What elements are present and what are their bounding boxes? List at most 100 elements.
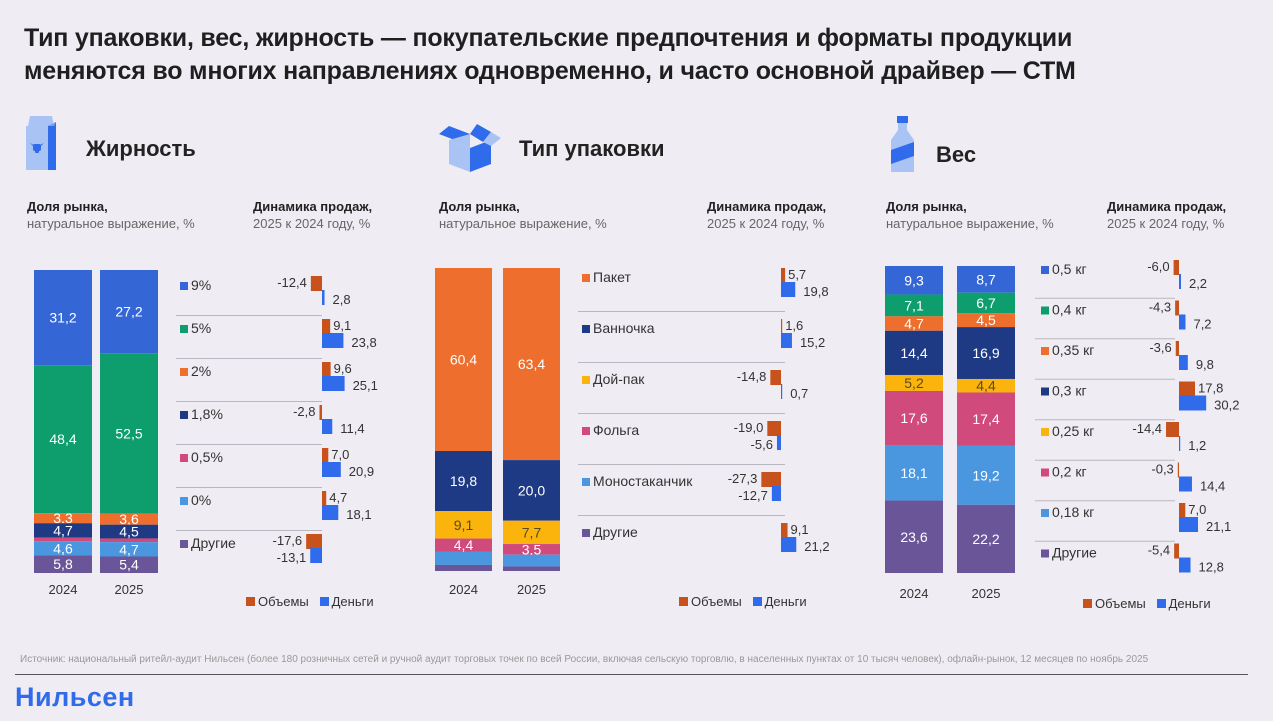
bar-value-label: 18,1 <box>900 465 927 481</box>
bar-segment <box>100 270 158 354</box>
category-label: Моностаканчик <box>593 473 693 489</box>
bar-segment <box>885 500 943 573</box>
category-swatch <box>582 274 590 282</box>
volume-value-label: -3,6 <box>1149 340 1171 355</box>
bar-value-label: 7,1 <box>904 297 924 313</box>
bar-segment <box>100 542 158 557</box>
panel-title: Вес <box>936 142 977 167</box>
legend-volume: Объемы <box>1083 596 1146 611</box>
legend-money: Деньги <box>1156 596 1211 611</box>
category-label: 0,3 кг <box>1052 383 1087 399</box>
category-swatch <box>1041 387 1049 396</box>
volume-bar <box>1174 543 1179 559</box>
footer-divider <box>15 674 1248 675</box>
category-swatch <box>180 368 188 376</box>
volume-bar <box>1179 381 1196 397</box>
bar-segment <box>503 554 560 567</box>
money-value-label: 15,2 <box>800 335 825 350</box>
year-label: 2025 <box>972 586 1001 601</box>
volume-bar <box>322 319 331 334</box>
category-swatch <box>582 427 590 435</box>
money-bar <box>322 419 333 434</box>
bar-segment <box>503 544 560 555</box>
year-label: 2024 <box>449 582 478 597</box>
category-label: 2% <box>191 363 211 379</box>
volume-value-label: -14,8 <box>737 369 767 384</box>
share-subtitle: Доля рынка, натуральное выражение, % <box>27 198 195 232</box>
milk-carton-icon <box>26 116 58 177</box>
volume-value-label: 7,0 <box>1188 502 1206 517</box>
volume-value-label: -6,0 <box>1147 259 1169 274</box>
bar-segment <box>957 504 1015 573</box>
bar-value-label: 20,0 <box>518 482 545 498</box>
volume-value-label: 17,8 <box>1198 381 1223 396</box>
category-label: Другие <box>1052 545 1097 561</box>
volume-bar <box>761 472 781 487</box>
bar-value-label: 27,2 <box>115 304 142 320</box>
legend: Объемы Деньги <box>1083 596 1211 611</box>
money-value-label: 2,2 <box>1189 276 1207 291</box>
share-subtitle-bold: Доля рынка, <box>439 199 520 214</box>
money-value-label: 18,1 <box>346 507 371 522</box>
bar-segment <box>100 556 158 573</box>
volume-bar <box>319 405 322 420</box>
money-bar <box>322 290 325 305</box>
money-value-label: -5,6 <box>751 437 773 452</box>
category-label: 0,5% <box>191 449 223 465</box>
category-swatch <box>1041 347 1049 355</box>
chart-fat-content: 31,248,43,34,74,65,8202427,252,53,64,54,… <box>34 270 378 597</box>
category-label: 9% <box>191 277 211 293</box>
bar-value-label: 4,5 <box>976 312 996 328</box>
bar-value-label: 19,2 <box>972 467 999 483</box>
volume-value-label: 4,7 <box>329 490 347 505</box>
share-subtitle-light: натуральное выражение, % <box>886 216 1054 231</box>
category-label: 0% <box>191 492 211 508</box>
legend-volume-label: Объемы <box>258 594 309 609</box>
bar-segment <box>34 365 92 514</box>
dynamics-subtitle-light: 2025 к 2024 году, % <box>707 216 825 231</box>
money-value-label: 30,2 <box>1214 398 1239 413</box>
bar-segment <box>957 445 1015 505</box>
year-label: 2025 <box>115 582 144 597</box>
category-swatch <box>180 454 188 462</box>
volume-value-label: -19,0 <box>734 420 764 435</box>
volume-value-label: -2,8 <box>293 404 315 419</box>
money-bar <box>781 384 783 399</box>
money-bar <box>781 537 797 552</box>
dynamics-subtitle-bold: Динамика продаж, <box>707 199 827 214</box>
money-value-label: 1,2 <box>1188 438 1206 453</box>
dynamics-subtitle-bold: Динамика продаж, <box>1107 199 1227 214</box>
bar-value-label: 22,2 <box>972 531 999 547</box>
legend-volume: Объемы <box>246 594 309 609</box>
dynamics-subtitle: Динамика продаж, 2025 к 2024 году, % <box>253 198 372 232</box>
money-bar <box>1179 517 1198 532</box>
bar-value-label: 4,7 <box>119 541 139 557</box>
category-label: 0,2 кг <box>1052 464 1087 480</box>
source-note: Источник: национальный ритейл-аудит Ниль… <box>20 654 1149 665</box>
bar-segment <box>435 538 492 552</box>
bar-segment <box>885 444 943 501</box>
title-line-2: меняются во многих направлениях одноврем… <box>24 57 1076 85</box>
bar-segment <box>503 520 560 545</box>
category-label: 0,4 кг <box>1052 302 1087 318</box>
money-bar <box>310 548 322 563</box>
share-subtitle-light: натуральное выражение, % <box>439 216 607 231</box>
bar-value-label: 52,5 <box>115 425 142 441</box>
bar-segment <box>435 551 492 565</box>
category-label: 0,18 кг <box>1052 504 1094 520</box>
dynamics-subtitle: Динамика продаж, 2025 к 2024 году, % <box>1107 198 1226 232</box>
money-bar <box>1179 436 1181 451</box>
bar-segment <box>503 566 560 571</box>
category-label: 5% <box>191 320 211 336</box>
bar-segment <box>100 524 158 539</box>
legend-money: Деньги <box>752 594 807 609</box>
volume-bar <box>770 370 781 385</box>
category-swatch <box>1041 306 1049 315</box>
bar-segment <box>957 266 1015 293</box>
legend-money-label: Деньги <box>764 594 807 609</box>
bar-segment <box>435 564 492 571</box>
category-swatch <box>1041 509 1049 517</box>
category-swatch <box>582 478 590 486</box>
share-subtitle-bold: Доля рынка, <box>27 199 108 214</box>
legend-volume-label: Объемы <box>1095 596 1146 611</box>
